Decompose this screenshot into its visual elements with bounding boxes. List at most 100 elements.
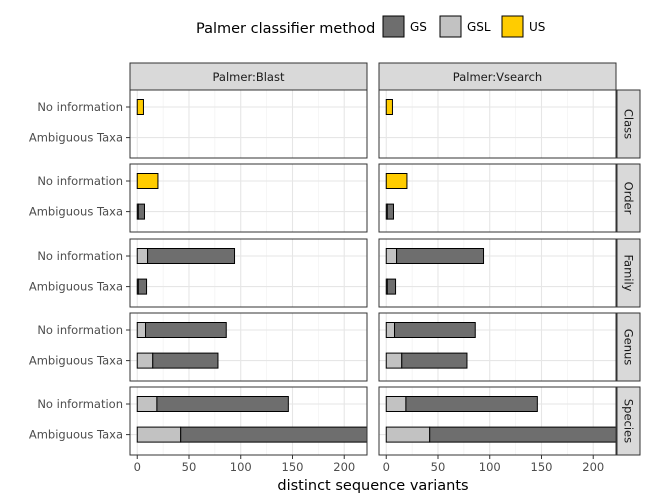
legend-key-gsl xyxy=(439,15,462,38)
strip-label-palmer-vsearch: Palmer:Vsearch xyxy=(453,70,542,84)
bar-no-information-gs xyxy=(147,248,236,264)
bar-no-information-gs xyxy=(405,396,538,412)
y-tick-label-no-information: No information xyxy=(37,174,123,188)
panel-background xyxy=(379,164,616,232)
bar-ambiguous-taxa-gs xyxy=(137,278,148,295)
panel-border xyxy=(129,163,368,233)
y-tick-label-no-information: No information xyxy=(37,100,123,114)
panel-palmer-blast-class xyxy=(129,89,368,159)
x-tick-label: 0 xyxy=(383,460,390,474)
bar-ambiguous-taxa-gs xyxy=(386,203,394,220)
y-tick-label-ambiguous-taxa: Ambiguous Taxa xyxy=(29,354,123,368)
panel-border xyxy=(378,386,617,456)
bar-ambiguous-taxa-gs xyxy=(429,426,617,443)
bar-no-information-gs xyxy=(156,396,289,412)
legend-items: GS GSL US xyxy=(382,15,545,38)
strip-palmer-vsearch xyxy=(378,62,617,91)
x-tick-label: 100 xyxy=(479,460,501,474)
panel-background xyxy=(130,90,367,158)
bar-no-information-us xyxy=(136,99,144,115)
x-tick-label: 50 xyxy=(182,460,197,474)
strip-palmer-blast xyxy=(129,62,368,91)
bar-no-information-gs xyxy=(145,322,227,338)
panel-palmer-vsearch-genus xyxy=(378,312,617,382)
strip-genus xyxy=(616,312,641,382)
x-tick-label: 100 xyxy=(230,460,252,474)
strip-label-palmer-blast: Palmer:Blast xyxy=(213,70,285,84)
panel-border xyxy=(378,238,617,308)
panel-palmer-vsearch-order xyxy=(378,163,617,233)
panel-palmer-blast-species xyxy=(129,386,368,456)
bar-no-information-gsl xyxy=(136,396,158,412)
strip-label-class: Class xyxy=(622,109,636,139)
x-axis-title: distinct sequence variants xyxy=(277,478,468,494)
strip-label-family: Family xyxy=(622,254,636,291)
legend-label-gs: GS xyxy=(410,20,427,34)
strip-label-species: Species xyxy=(622,399,636,443)
bar-ambiguous-taxa-gs xyxy=(180,426,368,443)
panel-border xyxy=(129,89,368,159)
y-tick-label-ambiguous-taxa: Ambiguous Taxa xyxy=(29,205,123,219)
y-tick-label-ambiguous-taxa: Ambiguous Taxa xyxy=(29,131,123,145)
panel-palmer-vsearch-species xyxy=(378,386,617,456)
legend-title: Palmer classifier method xyxy=(196,21,375,37)
x-tick-label: 50 xyxy=(431,460,446,474)
panel-border xyxy=(378,89,617,159)
strip-label-genus: Genus xyxy=(622,329,636,366)
legend-label-gsl: GSL xyxy=(467,20,491,34)
panel-border xyxy=(378,312,617,382)
bar-no-information-gs xyxy=(394,322,476,338)
bar-ambiguous-taxa-gs xyxy=(152,352,219,369)
strip-species xyxy=(616,386,641,456)
y-tick-label-no-information: No information xyxy=(37,249,123,263)
bar-no-information-us xyxy=(385,173,408,189)
row-strips: Class Order Family Genus Species xyxy=(616,89,641,456)
panel-border xyxy=(378,163,617,233)
panel-border xyxy=(129,386,368,456)
bar-ambiguous-taxa-gs xyxy=(401,352,468,369)
panel-border xyxy=(129,238,368,308)
x-tick-label: 150 xyxy=(531,460,553,474)
legend: Palmer classifier method GS GSL US xyxy=(196,15,545,38)
panel-background xyxy=(130,164,367,232)
panel-palmer-blast-genus xyxy=(129,312,368,382)
strip-label-order: Order xyxy=(622,182,636,215)
panel-palmer-vsearch-class xyxy=(378,89,617,159)
panel-palmer-vsearch-family xyxy=(378,238,617,308)
x-tick-label: 0 xyxy=(134,460,141,474)
panels xyxy=(129,89,617,456)
bar-ambiguous-taxa-gsl xyxy=(136,426,182,443)
bar-ambiguous-taxa-gsl xyxy=(385,426,431,443)
bar-no-information-gs xyxy=(396,248,485,264)
y-tick-label-no-information: No information xyxy=(37,323,123,337)
y-tick-label-ambiguous-taxa: Ambiguous Taxa xyxy=(29,428,123,442)
bar-no-information-gsl xyxy=(385,396,407,412)
x-tick-label: 150 xyxy=(282,460,304,474)
bar-no-information-gsl xyxy=(136,248,149,264)
bar-ambiguous-taxa-gs xyxy=(137,203,145,220)
column-strips: Palmer:Blast Palmer:Vsearch xyxy=(129,62,617,91)
strip-family xyxy=(616,238,641,308)
bar-no-information-gsl xyxy=(385,248,398,264)
x-tick-label: 200 xyxy=(333,460,355,474)
bar-ambiguous-taxa-gsl xyxy=(385,352,403,369)
x-tick-label: 200 xyxy=(582,460,604,474)
y-tick-label-no-information: No information xyxy=(37,397,123,411)
bar-no-information-us xyxy=(385,99,393,115)
y-axis: No information Ambiguous Taxa No informati… xyxy=(29,100,130,442)
legend-key-us xyxy=(501,15,524,38)
bar-no-information-us xyxy=(136,173,159,189)
bar-no-information-gsl xyxy=(385,322,396,338)
panel-palmer-blast-family xyxy=(129,238,368,308)
legend-key-gs xyxy=(382,15,405,38)
strip-order xyxy=(616,163,641,233)
legend-label-us: US xyxy=(529,20,545,34)
y-tick-label-ambiguous-taxa: Ambiguous Taxa xyxy=(29,280,123,294)
bar-ambiguous-taxa-gsl xyxy=(136,352,154,369)
x-axis: 0 50 100 150 200 0 50 100 150 200 xyxy=(134,455,604,474)
panel-palmer-blast-order xyxy=(129,163,368,233)
bar-ambiguous-taxa-gs xyxy=(386,278,397,295)
panel-border xyxy=(129,312,368,382)
bar-no-information-gsl xyxy=(136,322,147,338)
